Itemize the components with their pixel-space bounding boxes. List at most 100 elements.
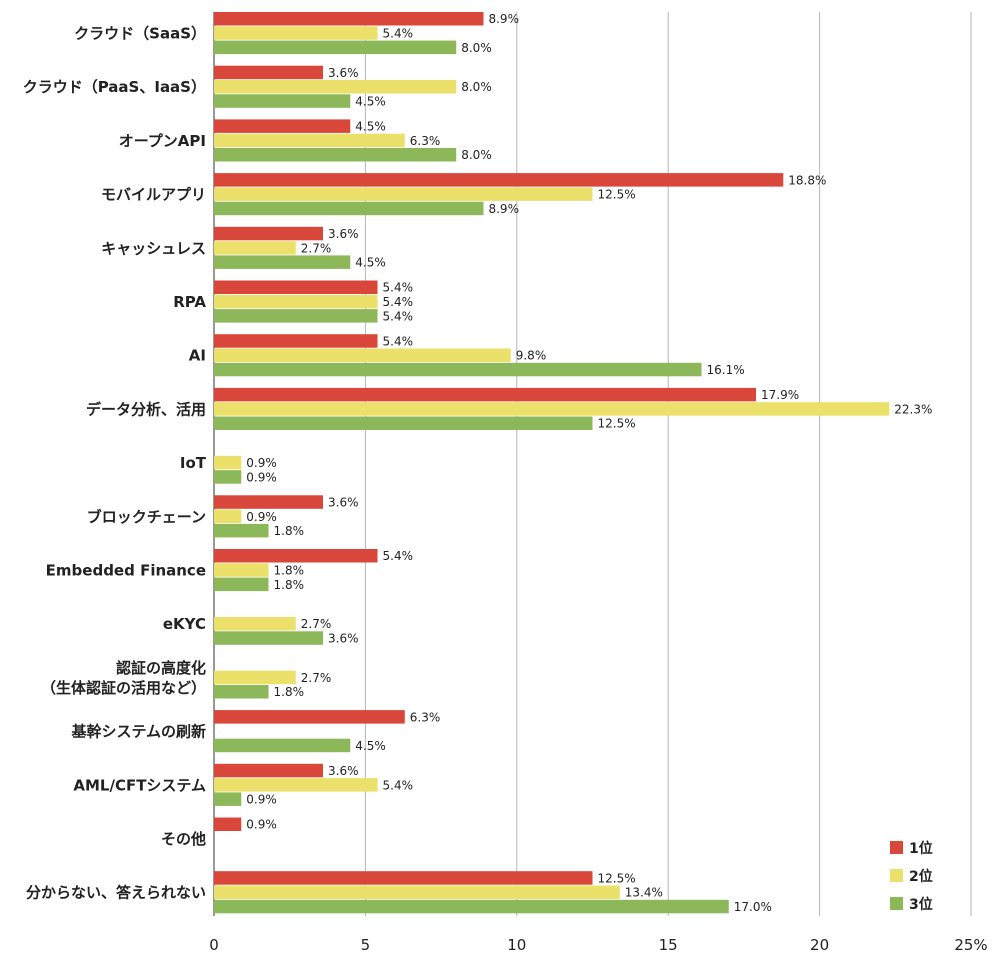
x-axis-ticks: 0 5 10 15 20 25% <box>209 936 987 954</box>
data-label: 6.3% <box>410 134 441 148</box>
data-label: 22.3% <box>894 402 932 416</box>
data-label: 4.5% <box>355 120 386 134</box>
bars <box>214 12 890 914</box>
bar-1位-6 <box>214 334 378 348</box>
bar-2位-10 <box>214 563 269 577</box>
bar-3位-0 <box>214 40 457 55</box>
category-label: AI <box>189 347 206 365</box>
category-label: 分からない、答えられない <box>26 884 206 902</box>
category-label: キャッシュレス <box>101 239 206 257</box>
data-label: 2.7% <box>301 617 332 631</box>
data-label: 5.4% <box>383 778 414 792</box>
bar-2位-2 <box>214 133 405 148</box>
bar-3位-4 <box>214 255 351 269</box>
data-label: 8.9% <box>488 12 519 26</box>
category-label: eKYC <box>163 615 206 633</box>
bar-2位-11 <box>214 617 296 631</box>
bar-2位-8 <box>214 455 242 470</box>
bar-3位-8 <box>214 470 242 484</box>
bar-1位-0 <box>214 12 484 26</box>
category-label: 認証の高度化 <box>116 659 206 677</box>
category-label: クラウド（PaaS、IaaS） <box>23 78 206 96</box>
data-label: 2.7% <box>301 671 332 685</box>
data-label: 0.9% <box>246 456 277 470</box>
x-tick-label: 5 <box>361 936 371 954</box>
bar-3位-9 <box>214 523 269 538</box>
bar-1位-15 <box>214 817 242 831</box>
data-label: 4.5% <box>355 256 386 270</box>
bar-1位-10 <box>214 549 378 563</box>
x-tick-label: 25% <box>954 936 987 954</box>
data-label: 5.4% <box>383 309 414 323</box>
legend-label: 3位 <box>909 896 933 913</box>
bar-3位-16 <box>214 899 729 914</box>
category-label: モバイルアプリ <box>101 186 206 204</box>
category-label: （生体認証の活用など） <box>41 679 206 697</box>
data-label: 1.8% <box>274 524 305 538</box>
bar-2位-6 <box>214 348 511 362</box>
category-label: その他 <box>161 830 206 848</box>
category-label: データ分析、活用 <box>86 400 206 418</box>
bar-3位-13 <box>214 738 351 753</box>
data-label: 13.4% <box>625 886 663 900</box>
data-label: 8.9% <box>488 202 519 216</box>
bar-1位-9 <box>214 495 324 509</box>
data-label: 17.9% <box>761 388 799 402</box>
bar-3位-1 <box>214 94 351 108</box>
data-label: 12.5% <box>598 871 636 885</box>
category-label: Embedded Finance <box>46 561 206 579</box>
data-label: 8.0% <box>461 80 492 94</box>
bar-2位-14 <box>214 778 378 792</box>
data-label: 5.4% <box>383 26 414 40</box>
bar-1位-3 <box>214 173 784 187</box>
bar-2位-16 <box>214 885 620 899</box>
bar-3位-5 <box>214 309 378 323</box>
data-label: 3.6% <box>328 495 359 509</box>
bar-1位-2 <box>214 119 351 133</box>
data-label: 8.0% <box>461 148 492 162</box>
data-label: 17.0% <box>734 900 772 914</box>
bar-1位-5 <box>214 280 378 294</box>
data-label: 2.7% <box>301 241 332 255</box>
data-label: 5.4% <box>383 549 414 563</box>
bar-2位-7 <box>214 402 890 416</box>
bar-2位-12 <box>214 670 296 685</box>
bar-2位-9 <box>214 509 242 524</box>
bar-3位-11 <box>214 631 324 645</box>
value-labels: 8.9% 5.4% 8.0% 3.6% 8.0% 4.5% 4.5% 6.3% 8.0% 18.8… <box>246 12 932 914</box>
data-label: 3.6% <box>328 631 359 645</box>
data-label: 0.9% <box>246 510 277 524</box>
bar-3位-7 <box>214 416 593 430</box>
data-label: 12.5% <box>598 417 636 431</box>
data-label: 16.1% <box>707 363 745 377</box>
data-label: 1.8% <box>274 563 305 577</box>
category-labels: クラウド（SaaS） クラウド（PaaS、IaaS） オープンAPI モバイルアプリキ… <box>23 24 207 901</box>
data-label: 3.6% <box>328 764 359 778</box>
bar-1位-13 <box>214 710 405 724</box>
bar-1位-14 <box>214 763 324 778</box>
data-label: 1.8% <box>274 685 305 699</box>
bar-2位-3 <box>214 187 593 201</box>
data-label: 4.5% <box>355 739 386 753</box>
data-label: 9.8% <box>516 349 547 363</box>
data-label: 4.5% <box>355 94 386 108</box>
category-label: ブロックチェーン <box>87 508 206 526</box>
legend: 1位 2位 3位 <box>890 840 933 913</box>
bar-1位-4 <box>214 226 324 241</box>
legend-swatch <box>890 897 903 910</box>
category-label: 基幹システムの刷新 <box>70 723 206 741</box>
x-tick-label: 0 <box>209 936 219 954</box>
data-label: 12.5% <box>598 188 636 202</box>
bar-2位-5 <box>214 294 378 309</box>
data-label: 5.4% <box>383 334 414 348</box>
bar-2位-1 <box>214 80 457 94</box>
data-label: 6.3% <box>410 710 441 724</box>
legend-label: 2位 <box>909 868 933 885</box>
bar-3位-3 <box>214 201 484 216</box>
legend-swatch <box>890 869 903 882</box>
data-label: 5.4% <box>383 295 414 309</box>
bar-3位-14 <box>214 792 242 806</box>
x-tick-label: 20 <box>810 936 829 954</box>
data-label: 0.9% <box>246 793 277 807</box>
